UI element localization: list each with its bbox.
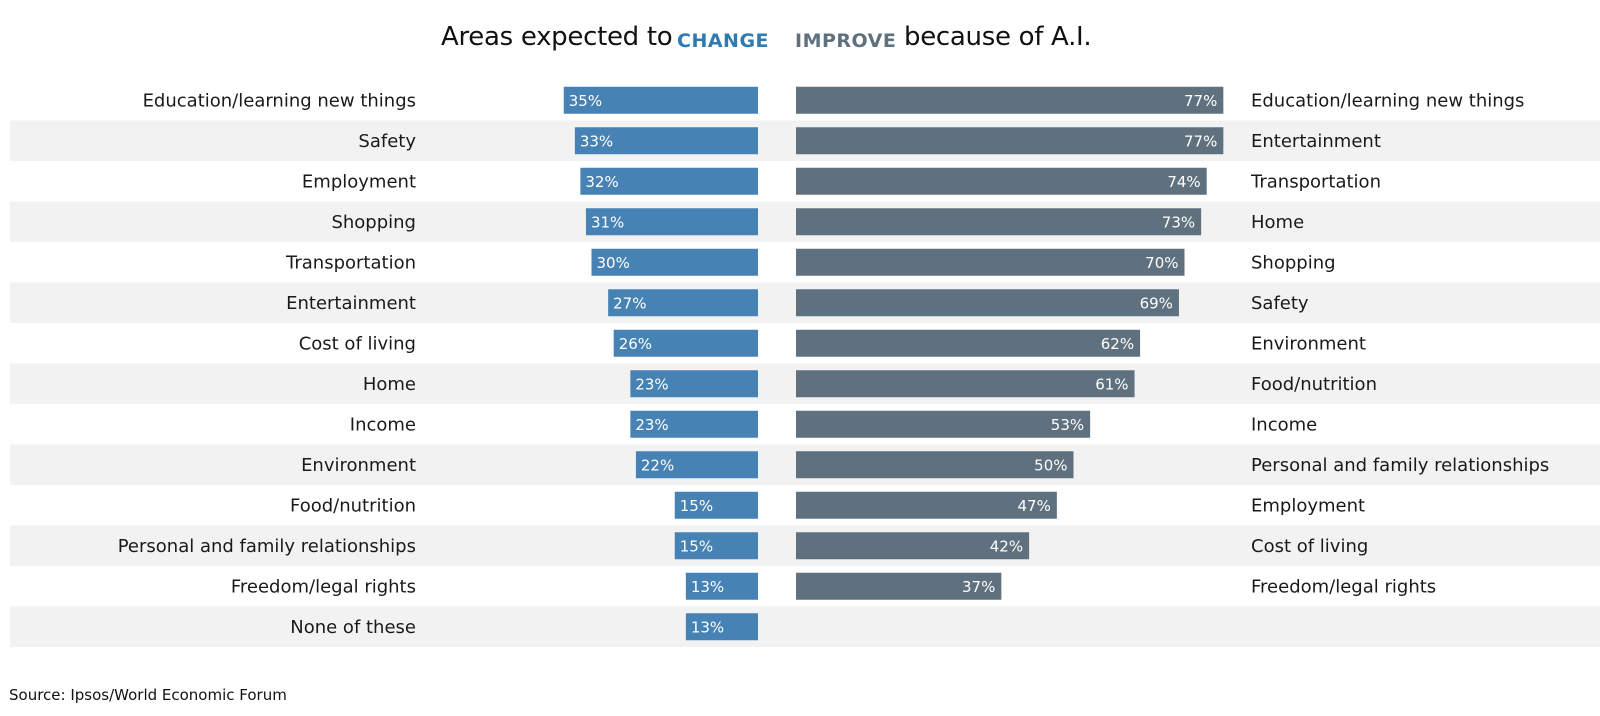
change-value-label: 27%: [613, 294, 646, 312]
improve-bar: [796, 329, 1141, 357]
improve-category-label: Personal and family relationships: [1251, 455, 1549, 476]
improve-bar: [796, 289, 1179, 317]
improve-value-label: 62%: [1101, 335, 1134, 353]
change-category-label: Freedom/legal rights: [231, 576, 416, 597]
change-bar: [635, 451, 758, 479]
improve-category-label: Shopping: [1251, 252, 1336, 273]
change-bar: [674, 532, 758, 560]
row-band: [10, 606, 1600, 647]
improve-bar: [796, 208, 1202, 236]
change-bar: [674, 491, 758, 519]
improve-value-label: 53%: [1051, 416, 1084, 434]
change-bar: [685, 613, 758, 641]
change-value-label: 15%: [680, 497, 713, 515]
change-bar: [591, 248, 758, 276]
change-bar: [613, 329, 758, 357]
change-category-label: Home: [363, 374, 416, 395]
improve-value-label: 61%: [1095, 375, 1128, 393]
legend-improve: IMPROVE: [795, 30, 897, 52]
change-bar: [608, 289, 758, 317]
change-bar: [563, 86, 758, 114]
improve-bar: [796, 532, 1030, 560]
change-value-label: 30%: [597, 254, 630, 272]
improve-value-label: 74%: [1167, 173, 1200, 191]
improve-category-label: Environment: [1251, 333, 1366, 354]
change-category-label: Entertainment: [286, 293, 416, 314]
change-value-label: 23%: [635, 416, 668, 434]
improve-bar: [796, 86, 1224, 114]
source-note: Source: Ipsos/World Economic Forum: [9, 686, 287, 704]
improve-value-label: 77%: [1184, 92, 1217, 110]
change-value-label: 33%: [580, 132, 613, 150]
improve-category-label: Employment: [1251, 495, 1365, 516]
improve-value-label: 47%: [1018, 497, 1051, 515]
improve-bar: [796, 127, 1224, 155]
improve-category-label: Cost of living: [1251, 536, 1368, 557]
change-category-label: Transportation: [285, 252, 416, 273]
improve-value-label: 77%: [1184, 132, 1217, 150]
change-value-label: 26%: [619, 335, 652, 353]
change-value-label: 13%: [691, 618, 724, 636]
improve-bar: [796, 167, 1207, 195]
change-category-label: Shopping: [331, 212, 416, 233]
change-bar: [630, 370, 758, 398]
change-category-label: Cost of living: [299, 333, 416, 354]
improve-value-label: 70%: [1145, 254, 1178, 272]
change-value-label: 15%: [680, 537, 713, 555]
change-value-label: 32%: [585, 173, 618, 191]
improve-bar: [796, 572, 1002, 600]
change-category-label: Safety: [358, 131, 416, 152]
improve-category-label: Transportation: [1250, 171, 1381, 192]
title-prefix: Areas expected to: [441, 22, 673, 52]
improve-category-label: Income: [1251, 414, 1317, 435]
improve-bar: [796, 248, 1185, 276]
change-category-label: Education/learning new things: [143, 90, 416, 111]
change-bar: [580, 167, 758, 195]
change-category-label: Environment: [301, 455, 416, 476]
improve-bar: [796, 491, 1057, 519]
change-value-label: 13%: [691, 578, 724, 596]
improve-category-label: Freedom/legal rights: [1251, 576, 1436, 597]
legend-change: CHANGE: [677, 30, 770, 52]
title-suffix: because of A.I.: [904, 22, 1092, 52]
change-bar: [630, 410, 758, 438]
improve-category-label: Entertainment: [1251, 131, 1381, 152]
change-category-label: Personal and family relationships: [118, 536, 416, 557]
improve-category-label: Home: [1251, 212, 1304, 233]
improve-bar: [796, 410, 1091, 438]
change-value-label: 35%: [569, 92, 602, 110]
change-category-label: Income: [350, 414, 416, 435]
improve-category-label: Food/nutrition: [1251, 374, 1377, 395]
change-value-label: 31%: [591, 213, 624, 231]
improve-value-label: 73%: [1162, 213, 1195, 231]
change-bar: [585, 208, 758, 236]
improve-bar: [796, 370, 1135, 398]
improve-bar: [796, 451, 1074, 479]
improve-value-label: 37%: [962, 578, 995, 596]
improve-value-label: 69%: [1140, 294, 1173, 312]
improve-value-label: 50%: [1034, 456, 1067, 474]
improve-category-label: Safety: [1251, 293, 1309, 314]
chart-title: Areas expected to CHANGE IMPROVE because…: [0, 18, 1600, 62]
change-category-label: None of these: [290, 617, 416, 638]
change-category-label: Employment: [302, 171, 416, 192]
improve-category-label: Education/learning new things: [1251, 90, 1524, 111]
improve-value-label: 42%: [990, 537, 1023, 555]
change-bar: [685, 572, 758, 600]
change-value-label: 22%: [641, 456, 674, 474]
change-value-label: 23%: [635, 375, 668, 393]
change-category-label: Food/nutrition: [290, 495, 416, 516]
change-bar: [574, 127, 758, 155]
